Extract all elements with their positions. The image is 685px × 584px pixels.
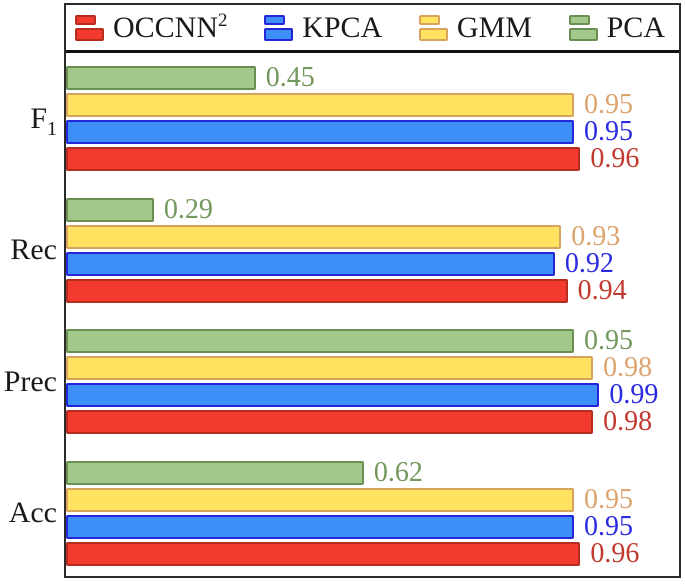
legend-label: PCA <box>606 10 665 44</box>
bar-row-prec-gmm: 0.98 <box>66 352 679 384</box>
bar-row-prec-kpca: 0.99 <box>66 379 679 411</box>
legend-swatch-rect <box>75 14 96 25</box>
bar-row-rec-pca: 0.29 <box>66 193 679 225</box>
legend-label: GMM <box>456 10 532 44</box>
bar-value-rec-gmm: 0.93 <box>571 220 621 252</box>
category-label-text: Acc <box>8 496 57 530</box>
legend-swatch-rect <box>418 27 448 41</box>
legend-swatch-icon <box>418 14 448 41</box>
bar-value-acc-kpca: 0.95 <box>583 510 633 542</box>
bar-value-rec-kpca: 0.92 <box>564 247 614 279</box>
category-label-subscript: 1 <box>47 117 57 140</box>
bar-f1-kpca <box>66 120 574 144</box>
legend-label-text: OCCNN <box>113 10 219 44</box>
legend-label-superscript: 2 <box>218 9 228 31</box>
bar-row-prec-occnn2: 0.98 <box>66 406 679 438</box>
bar-acc-kpca <box>66 514 574 539</box>
bar-f1-gmm <box>66 93 574 117</box>
bar-group-prec: 0.95 0.98 0.99 0.98 <box>66 325 679 438</box>
bar-value-prec-gmm: 0.98 <box>603 352 653 384</box>
legend-item-gmm: GMM <box>418 10 532 44</box>
bar-value-prec-occnn2: 0.98 <box>603 406 653 438</box>
figure-frame: OCCNN2 KPCA GMM PCA 0.45 0.95 0.95 0.96 0.29 0.9… <box>64 3 681 578</box>
bar-value-f1-occnn2: 0.96 <box>590 143 640 174</box>
legend: OCCNN2 KPCA GMM PCA <box>66 5 679 53</box>
legend-label-text: PCA <box>606 10 665 44</box>
legend-item-occnn2: OCCNN2 <box>75 9 228 44</box>
bar-acc-occnn2 <box>66 541 581 566</box>
bar-prec-gmm <box>66 356 594 381</box>
bar-rec-kpca <box>66 251 555 276</box>
legend-label: KPCA <box>302 10 383 44</box>
legend-swatch-rect <box>568 14 590 25</box>
bar-rec-pca <box>66 197 154 222</box>
bar-value-f1-kpca: 0.95 <box>583 116 633 147</box>
category-label-rec: Rec <box>0 235 57 265</box>
category-label-f1: F1 <box>0 101 57 139</box>
bar-prec-occnn2 <box>66 410 594 435</box>
legend-swatch-icon <box>568 14 598 41</box>
bar-value-f1-gmm: 0.95 <box>583 89 633 120</box>
legend-swatch-rect <box>418 14 440 25</box>
category-label-acc: Acc <box>0 498 57 528</box>
legend-swatch-rect <box>264 14 286 25</box>
legend-label-text: GMM <box>456 10 532 44</box>
bar-row-rec-kpca: 0.92 <box>66 247 679 279</box>
bar-value-rec-occnn2: 0.94 <box>577 274 627 306</box>
legend-item-kpca: KPCA <box>264 10 383 44</box>
bar-row-acc-gmm: 0.95 <box>66 483 679 515</box>
bar-group-f1: 0.45 0.95 0.95 0.96 <box>66 62 679 174</box>
legend-swatch-icon <box>75 14 104 41</box>
category-label-text: Prec <box>3 364 57 398</box>
bar-value-acc-gmm: 0.95 <box>583 483 633 515</box>
bar-group-rec: 0.29 0.93 0.92 0.94 <box>66 193 679 306</box>
bar-value-acc-pca: 0.62 <box>373 456 423 488</box>
bar-row-f1-pca: 0.45 <box>66 62 679 93</box>
bar-row-f1-gmm: 0.95 <box>66 89 679 120</box>
bar-f1-pca <box>66 66 256 90</box>
bar-value-acc-occnn2: 0.96 <box>590 537 640 569</box>
bar-prec-kpca <box>66 383 600 408</box>
legend-swatch-rect <box>75 27 104 41</box>
bar-value-f1-pca: 0.45 <box>265 62 315 93</box>
category-label-text: F <box>30 101 47 135</box>
legend-label-text: KPCA <box>302 10 383 44</box>
category-label-prec: Prec <box>0 364 57 398</box>
bar-rec-occnn2 <box>66 278 568 303</box>
bar-row-f1-occnn2: 0.96 <box>66 143 679 174</box>
legend-item-pca: PCA <box>568 10 665 44</box>
bar-value-prec-pca: 0.95 <box>583 325 633 357</box>
bar-f1-occnn2 <box>66 147 581 171</box>
bar-prec-pca <box>66 329 574 354</box>
bar-row-rec-occnn2: 0.94 <box>66 274 679 306</box>
bar-value-rec-pca: 0.29 <box>163 193 213 225</box>
bar-row-acc-kpca: 0.95 <box>66 510 679 542</box>
bar-acc-gmm <box>66 487 574 512</box>
bar-rec-gmm <box>66 224 562 249</box>
bar-acc-pca <box>66 460 364 485</box>
bar-row-rec-gmm: 0.93 <box>66 220 679 252</box>
legend-label: OCCNN2 <box>113 9 228 44</box>
legend-swatch-rect <box>568 27 598 41</box>
bar-group-acc: 0.62 0.95 0.95 0.96 <box>66 456 679 569</box>
plot-area: 0.45 0.95 0.95 0.96 0.29 0.93 0.92 0.94 0.95 0.98… <box>66 53 679 576</box>
bar-row-f1-kpca: 0.95 <box>66 116 679 147</box>
bar-row-prec-pca: 0.95 <box>66 325 679 357</box>
bar-value-prec-kpca: 0.99 <box>609 379 659 411</box>
legend-swatch-icon <box>264 14 294 41</box>
bar-row-acc-occnn2: 0.96 <box>66 537 679 569</box>
category-label-text: Rec <box>10 233 57 267</box>
legend-swatch-rect <box>264 27 294 41</box>
bar-row-acc-pca: 0.62 <box>66 456 679 488</box>
